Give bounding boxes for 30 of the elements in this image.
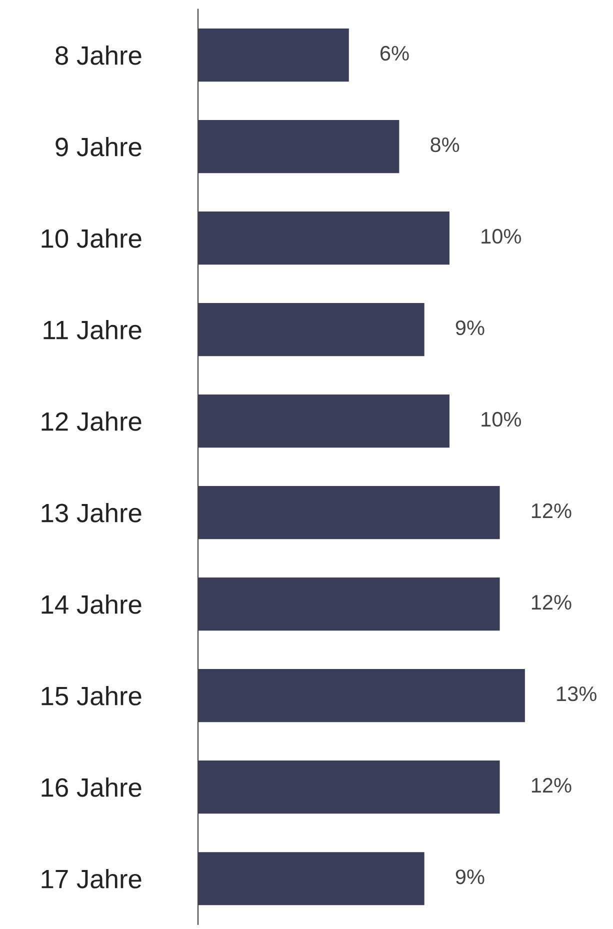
data-label: 6% [380, 46, 409, 61]
y-tick-label: 14 Jahre [42, 594, 142, 614]
bar [198, 578, 500, 631]
bar [198, 669, 525, 722]
bar [198, 120, 400, 174]
data-label: 13% [557, 686, 596, 702]
bar [198, 852, 424, 906]
bar [198, 486, 500, 540]
y-tick-label: 17 Jahre [42, 869, 142, 888]
y-tick-label: 10 Jahre [42, 228, 142, 248]
y-tick-label: 9 Jahre [56, 136, 142, 156]
data-label: 10% [482, 412, 521, 427]
y-tick-label: 11 Jahre [44, 320, 142, 340]
y-tick-label: 13 Jahre [42, 503, 142, 522]
y-tick-label: 8 Jahre [56, 45, 142, 65]
bar [198, 394, 450, 448]
data-label: 12% [532, 778, 572, 793]
data-label: 8% [430, 137, 460, 152]
y-tick-label: 12 Jahre [42, 412, 142, 431]
data-label: 12% [532, 594, 572, 610]
bar [198, 760, 500, 814]
bar [198, 212, 450, 265]
bar [198, 303, 424, 356]
y-tick-label: 15 Jahre [42, 686, 142, 706]
y-tick-label: 16 Jahre [42, 778, 142, 797]
data-label: 10% [482, 228, 521, 244]
data-label: 9% [456, 320, 484, 336]
bar [198, 28, 349, 82]
data-label: 9% [456, 869, 484, 884]
data-label: 12% [532, 503, 572, 518]
